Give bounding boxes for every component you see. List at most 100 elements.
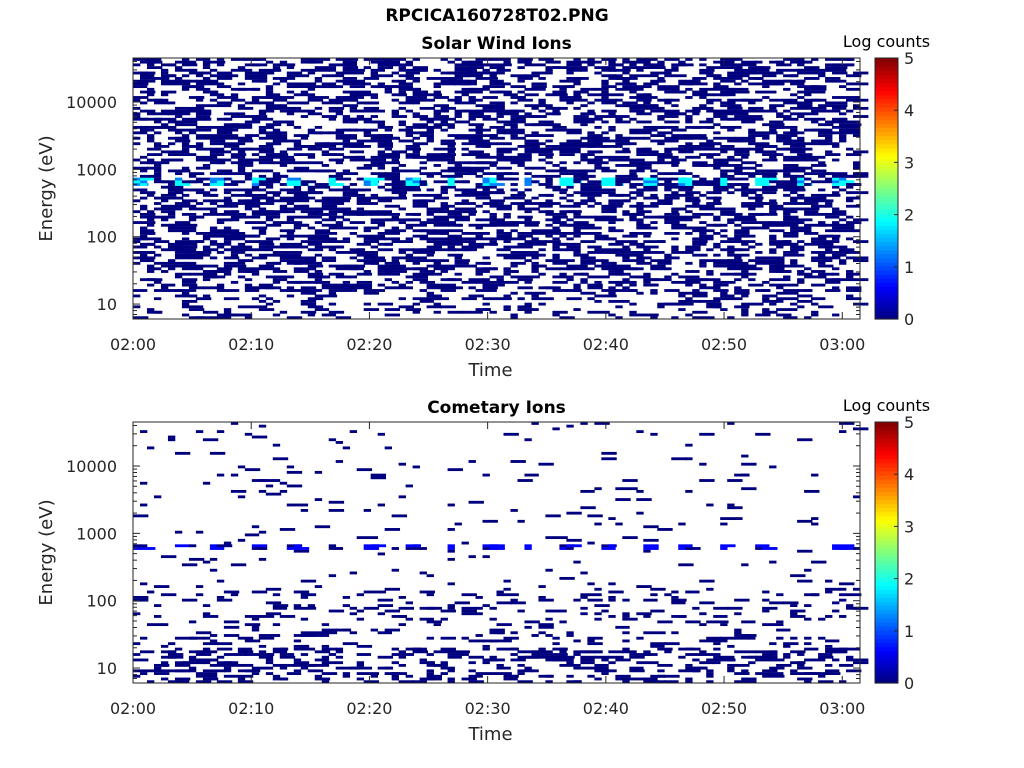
heatmap-cell (475, 155, 491, 159)
heatmap-cell (664, 215, 680, 219)
heatmap-cell (321, 237, 338, 241)
heatmap-cell (825, 204, 833, 208)
heatmap-cell (538, 598, 554, 602)
heatmap-cell (622, 487, 638, 491)
heatmap-cell (531, 669, 539, 673)
heatmap-cell (265, 101, 274, 105)
heatmap-cell (566, 278, 574, 282)
heatmap-cell (601, 451, 617, 455)
heatmap-cell (496, 155, 512, 159)
heatmap-cell (615, 134, 623, 137)
heatmap-cell (216, 161, 225, 165)
heatmap-cell (440, 305, 456, 309)
heatmap-cell (244, 193, 253, 197)
heatmap-cell (181, 305, 198, 309)
heatmap-cell (265, 275, 274, 279)
heatmap-cell (524, 87, 532, 91)
heatmap-cell (622, 77, 638, 80)
heatmap-cell (412, 180, 420, 184)
heatmap-cell (566, 183, 574, 186)
heatmap-cell (377, 212, 385, 216)
heatmap-cell (244, 639, 261, 643)
heatmap-cell (342, 172, 359, 176)
heatmap-cell (734, 164, 742, 167)
heatmap-cell (615, 272, 631, 276)
heatmap-cell (552, 229, 560, 233)
heatmap-cell (531, 223, 539, 227)
heatmap-cell (832, 183, 840, 186)
heatmap-cell (188, 280, 197, 284)
heatmap-cell (685, 299, 701, 303)
heatmap-cell (230, 172, 247, 176)
heatmap-cell (601, 457, 617, 461)
heatmap-cell (510, 158, 526, 162)
heatmap-cell (692, 248, 700, 252)
heatmap-cell (524, 620, 540, 624)
heatmap-cell (433, 261, 441, 265)
heatmap-cell (454, 601, 470, 605)
heatmap-cell (426, 253, 434, 257)
heatmap-cell (307, 85, 316, 89)
heatmap-cell (776, 313, 792, 317)
heatmap-cell (622, 139, 630, 143)
heatmap-cell (839, 139, 847, 143)
heatmap-cell (832, 174, 840, 178)
heatmap-cell (426, 669, 434, 673)
heatmap-cell (615, 305, 623, 309)
heatmap-cell (643, 93, 651, 97)
heatmap-cell (405, 145, 413, 148)
heatmap-cell (468, 240, 476, 244)
heatmap-cell (573, 308, 581, 311)
heatmap-cell (349, 267, 358, 271)
heatmap-cell (349, 286, 358, 290)
heatmap-cell (279, 155, 288, 159)
heatmap-cell (510, 460, 526, 463)
heatmap-cell (181, 117, 190, 121)
heatmap-cell (265, 85, 274, 89)
heatmap-cell (678, 669, 686, 673)
heatmap-cell (363, 226, 380, 230)
heatmap-cell (741, 487, 757, 491)
heatmap-cell (713, 245, 721, 249)
heatmap-cell (650, 291, 658, 295)
heatmap-cell (342, 142, 351, 146)
heatmap-cell (622, 639, 630, 643)
heatmap-cell (398, 196, 406, 200)
heatmap-cell (370, 139, 387, 143)
heatmap-cell (811, 517, 819, 521)
heatmap-cell (188, 153, 197, 157)
heatmap-cell (748, 215, 756, 219)
heatmap-cell (587, 642, 603, 646)
heatmap-cell (237, 106, 254, 110)
heatmap-cell (524, 305, 532, 309)
heatmap-cell (853, 128, 861, 132)
heatmap-cell (230, 661, 239, 665)
heatmap-cell (265, 123, 282, 127)
heatmap-cell (517, 128, 525, 132)
heatmap-cell (482, 232, 490, 235)
heatmap-cell (748, 245, 756, 249)
heatmap-cell (706, 147, 714, 151)
heatmap-cell (300, 161, 309, 165)
heatmap-cell (713, 261, 721, 265)
heatmap-cell (272, 63, 281, 67)
heatmap-cell (468, 212, 476, 216)
heatmap-cell (279, 234, 288, 238)
heatmap-cell (741, 473, 749, 477)
heatmap-cell (734, 636, 750, 640)
heatmap-cell (272, 313, 281, 317)
heatmap-cell (615, 487, 623, 491)
heatmap-cell (769, 237, 777, 241)
heatmap-cell (846, 199, 854, 203)
heatmap-cell (349, 60, 358, 64)
heatmap-cell (783, 202, 791, 205)
heatmap-cell (685, 590, 693, 594)
heatmap-cell (181, 680, 190, 684)
heatmap-cell (370, 60, 379, 64)
heatmap-cell (468, 310, 476, 314)
heatmap-cell (664, 58, 680, 61)
heatmap-cell (524, 112, 532, 116)
heatmap-cell (244, 68, 253, 72)
heatmap-cell (489, 286, 497, 290)
heatmap-cell (293, 139, 302, 143)
